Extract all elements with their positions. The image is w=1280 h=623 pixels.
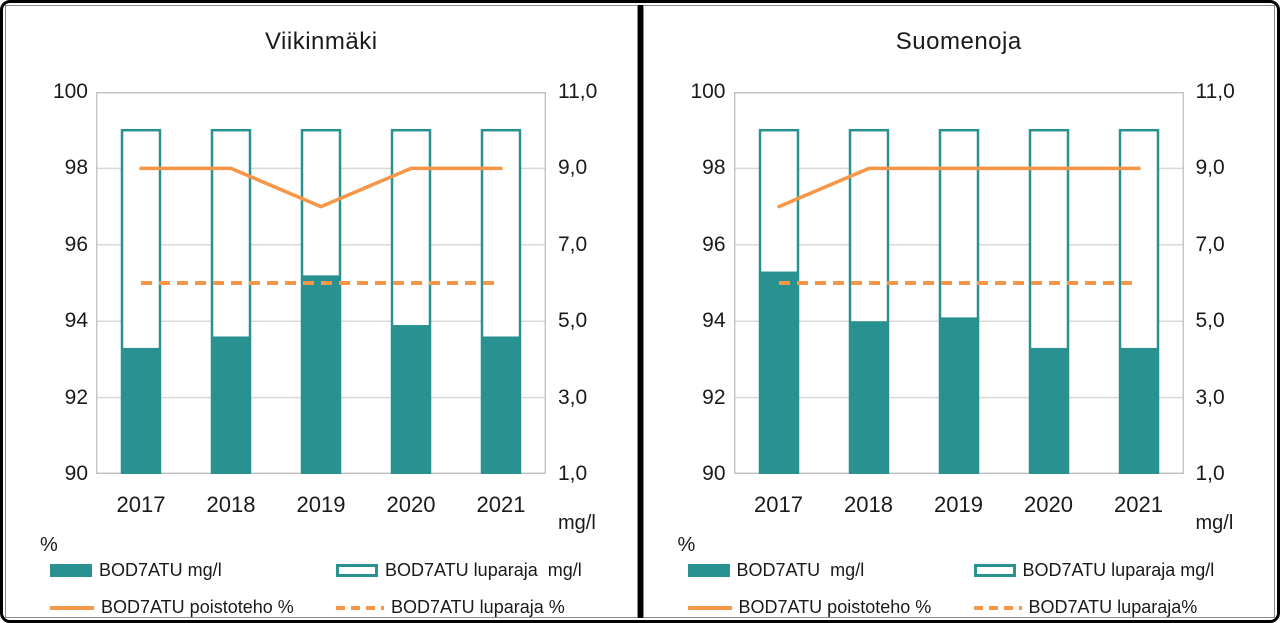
y-tick-label-right: 9,0	[558, 156, 588, 180]
chart-title: Viikinmäki	[264, 28, 378, 55]
solid-line-poistoteho-pct	[776, 166, 1141, 209]
bar-filled-bod7atu	[759, 271, 798, 473]
y-tick-label-left: 94	[702, 309, 726, 333]
x-tick-label: 2018	[206, 492, 256, 517]
y-tick-label-right: 11,0	[1195, 80, 1235, 103]
panel-divider	[637, 5, 643, 618]
legend-label: BOD7ATU mg/l	[736, 560, 865, 580]
y-tick-label-right: 7,0	[558, 232, 588, 256]
legend-label: BOD7ATU luparaja mg/l	[1022, 560, 1215, 580]
legend-item-bod7atu-mgl: BOD7ATU mg/l	[50, 560, 222, 581]
y-tick-label-left: 100	[52, 80, 88, 103]
legend-item-luparaja-mgl: BOD7ATU luparaja mg/l	[336, 560, 582, 581]
legend-label: BOD7ATU poistoteho %	[738, 597, 932, 617]
dashed-line-swatch-icon	[973, 605, 1022, 610]
y-tick-label-right: 9,0	[1195, 156, 1225, 180]
legend-label: BOD7ATU mg/l	[99, 560, 222, 580]
y-tick-label-left: 96	[64, 232, 88, 256]
y-tick-label-left: 94	[64, 309, 88, 333]
filled-bar-swatch-icon	[687, 564, 730, 577]
solid-line-swatch-icon	[50, 605, 94, 610]
bar-filled-bod7atu	[302, 275, 340, 473]
y-tick-label-left: 90	[64, 462, 88, 485]
legend-label: BOD7ATU luparaja %	[391, 597, 565, 617]
legend-item-luparaja-pct: BOD7ATU luparaja %	[336, 597, 565, 617]
filled-bar-swatch-icon	[50, 564, 92, 577]
bar-filled-bod7atu	[1119, 347, 1158, 473]
legend-item-bod7atu-mgl: BOD7ATU mg/l	[687, 560, 865, 581]
solid-line-poistoteho-pct	[139, 166, 503, 209]
x-tick-label: 2019	[296, 492, 346, 517]
x-tick-label: 2017	[116, 492, 166, 517]
y-tick-label-right: 3,0	[558, 385, 588, 409]
solid-line-swatch-icon	[687, 605, 732, 610]
x-tick-label: 2021	[476, 492, 526, 517]
legend-item-luparaja-pct: BOD7ATU luparaja%	[973, 597, 1198, 617]
y-tick-label-left: 96	[702, 232, 726, 256]
y-tick-label-right: 1,0	[1195, 462, 1225, 485]
chart-panel-viikinmaki: Viikinmäki 100 98 96 94 92 90 11,0 9,0 7,0 5,0 3,…	[5, 5, 638, 618]
x-tick-label: 2019	[934, 492, 983, 517]
bar-filled-bod7atu	[122, 347, 160, 473]
y-tick-label-right: 11,0	[558, 80, 598, 103]
bar-filled-bod7atu	[849, 321, 888, 473]
legend-label: BOD7ATU poistoteho %	[101, 597, 294, 617]
legend-label: BOD7ATU luparaja%	[1028, 597, 1198, 617]
left-axis-unit-label: %	[40, 534, 58, 556]
right-axis-unit-label: mg/l	[558, 512, 596, 534]
legend-item-poistoteho: BOD7ATU poistoteho %	[50, 597, 294, 617]
bar-filled-bod7atu	[939, 317, 978, 473]
dashed-line-swatch-icon	[336, 605, 384, 610]
bar-filled-bod7atu	[212, 336, 250, 473]
chart-canvas	[733, 91, 1184, 475]
x-tick-label: 2020	[386, 492, 436, 517]
y-tick-label-left: 98	[64, 156, 88, 180]
outline-bar-swatch-icon	[336, 564, 378, 577]
y-tick-label-left: 90	[702, 462, 726, 485]
left-axis-unit-label: %	[677, 534, 696, 556]
y-tick-label-right: 1,0	[558, 462, 588, 485]
bar-filled-bod7atu	[392, 325, 430, 473]
y-tick-label-left: 92	[702, 385, 726, 409]
y-tick-label-right: 7,0	[1195, 232, 1225, 256]
x-tick-label: 2021	[1114, 492, 1163, 517]
legend-item-luparaja-mgl: BOD7ATU luparaja mg/l	[973, 560, 1215, 581]
chart-panel-suomenoja: Suomenoja 100 98 96 94 92 90 11,0 9,0 7,0 5,0 3,0…	[642, 5, 1275, 618]
x-tick-label: 2017	[754, 492, 803, 517]
chart-canvas	[96, 91, 546, 475]
outline-bar-swatch-icon	[973, 564, 1016, 577]
bar-filled-bod7atu	[482, 336, 520, 473]
x-tick-label: 2020	[1024, 492, 1073, 517]
y-tick-label-left: 100	[690, 80, 726, 103]
bar-filled-bod7atu	[1029, 347, 1068, 473]
chart-title: Suomenoja	[895, 28, 1022, 55]
y-tick-label-right: 5,0	[1195, 309, 1225, 333]
x-tick-label: 2018	[844, 492, 893, 517]
legend-label: BOD7ATU luparaja mg/l	[385, 560, 582, 580]
right-axis-unit-label: mg/l	[1195, 512, 1234, 534]
y-tick-label-right: 5,0	[558, 309, 588, 333]
legend-item-poistoteho: BOD7ATU poistoteho %	[687, 597, 932, 617]
y-tick-label-left: 92	[64, 385, 88, 409]
y-tick-label-left: 98	[702, 156, 726, 180]
combo-chart-plot	[96, 91, 546, 475]
combo-chart-plot	[733, 91, 1184, 475]
y-tick-label-right: 3,0	[1195, 385, 1225, 409]
